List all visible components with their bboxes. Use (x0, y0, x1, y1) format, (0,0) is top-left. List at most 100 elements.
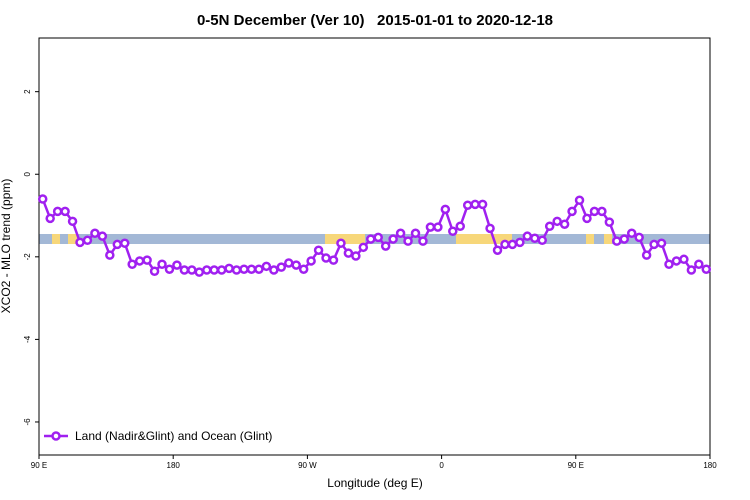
data-point (209, 265, 219, 275)
data-point (679, 254, 689, 265)
chart-title: 0-5N December (Ver 10) 2015-01-01 to 202… (197, 12, 553, 29)
data-point (433, 222, 443, 232)
data-point (157, 259, 167, 270)
y-tick-label: 0 (23, 171, 32, 176)
x-tick-label: 90 E (31, 461, 47, 470)
data-point (410, 228, 421, 239)
data-point (134, 256, 145, 266)
data-point (172, 260, 182, 270)
data-point (52, 206, 63, 217)
data-point (656, 238, 667, 248)
data-point (694, 259, 704, 270)
y-tick-label: -2 (23, 253, 32, 261)
x-tick-label: 90 E (568, 461, 584, 470)
data-point (626, 228, 637, 239)
data-point (321, 253, 331, 263)
x-tick-label: 180 (167, 461, 181, 470)
data-point (537, 235, 547, 246)
data-point (298, 264, 309, 274)
land-band (68, 234, 78, 244)
legend-label: Land (Nadir&Glint) and Ocean (Glint) (75, 429, 272, 443)
x-tick-label: 180 (703, 461, 717, 470)
data-point (216, 265, 227, 275)
data-point (142, 255, 152, 265)
data-point (239, 264, 249, 274)
data-point (470, 199, 480, 210)
data-point (179, 265, 190, 275)
data-point (440, 204, 451, 215)
data-point (119, 238, 130, 248)
data-point (559, 219, 570, 229)
data-point (202, 265, 212, 275)
data-point (515, 237, 525, 248)
data-point (664, 259, 674, 270)
y-tick-label: -4 (23, 335, 32, 343)
data-point (37, 194, 48, 204)
data-point (462, 200, 473, 210)
data-point (313, 245, 324, 255)
y-axis-label: XCO2 - MLO trend (ppm) (0, 179, 13, 314)
data-point (597, 206, 607, 217)
data-point (522, 231, 533, 241)
data-point (276, 262, 287, 272)
data-point (246, 264, 257, 274)
data-point (164, 264, 175, 274)
x-tick-label: 90 W (298, 461, 317, 470)
data-point (373, 232, 383, 243)
data-point (544, 221, 555, 232)
data-point (366, 234, 376, 244)
land-band (604, 234, 612, 244)
data-point (530, 233, 540, 243)
data-point (485, 223, 495, 234)
data-point (105, 250, 115, 260)
data-point (567, 206, 577, 217)
data-point (336, 238, 346, 248)
data-point (701, 264, 712, 274)
land-band (456, 234, 512, 244)
data-point (224, 263, 234, 274)
data-point (358, 242, 369, 253)
data-point (552, 216, 562, 227)
data-point (67, 216, 78, 227)
data-point (500, 239, 510, 250)
data-point (388, 234, 398, 244)
data-point (149, 266, 160, 277)
data-point (90, 228, 100, 239)
data-point (455, 221, 465, 232)
data-point (97, 231, 108, 241)
data-point (343, 248, 354, 258)
data-point (448, 226, 458, 236)
data-point (507, 239, 518, 250)
legend-marker (51, 431, 61, 441)
y-tick-label: 2 (23, 89, 32, 94)
x-tick-label: 0 (439, 461, 444, 470)
data-point (75, 237, 85, 248)
plot-frame (38, 37, 711, 456)
x-axis-label: Longitude (deg E) (327, 476, 422, 490)
data-point (403, 236, 413, 246)
data-point (604, 217, 615, 227)
data-point (418, 236, 428, 246)
data-point (254, 264, 264, 274)
data-point (395, 228, 406, 239)
data-point (612, 236, 622, 246)
data-point (634, 232, 644, 243)
data-point (574, 195, 585, 206)
data-point (231, 265, 242, 275)
data-point (112, 239, 123, 250)
data-point (306, 256, 316, 266)
data-point (261, 261, 272, 272)
data-point (641, 250, 652, 260)
data-point (492, 245, 503, 255)
data-point (291, 260, 301, 270)
data-point (284, 258, 294, 268)
data-point (582, 213, 592, 224)
data-point (671, 256, 682, 266)
data-point (619, 234, 630, 244)
data-point (686, 265, 697, 275)
data-point (649, 239, 659, 250)
y-tick-label: -6 (23, 418, 32, 426)
land-band (52, 234, 60, 244)
data-point (477, 199, 488, 210)
